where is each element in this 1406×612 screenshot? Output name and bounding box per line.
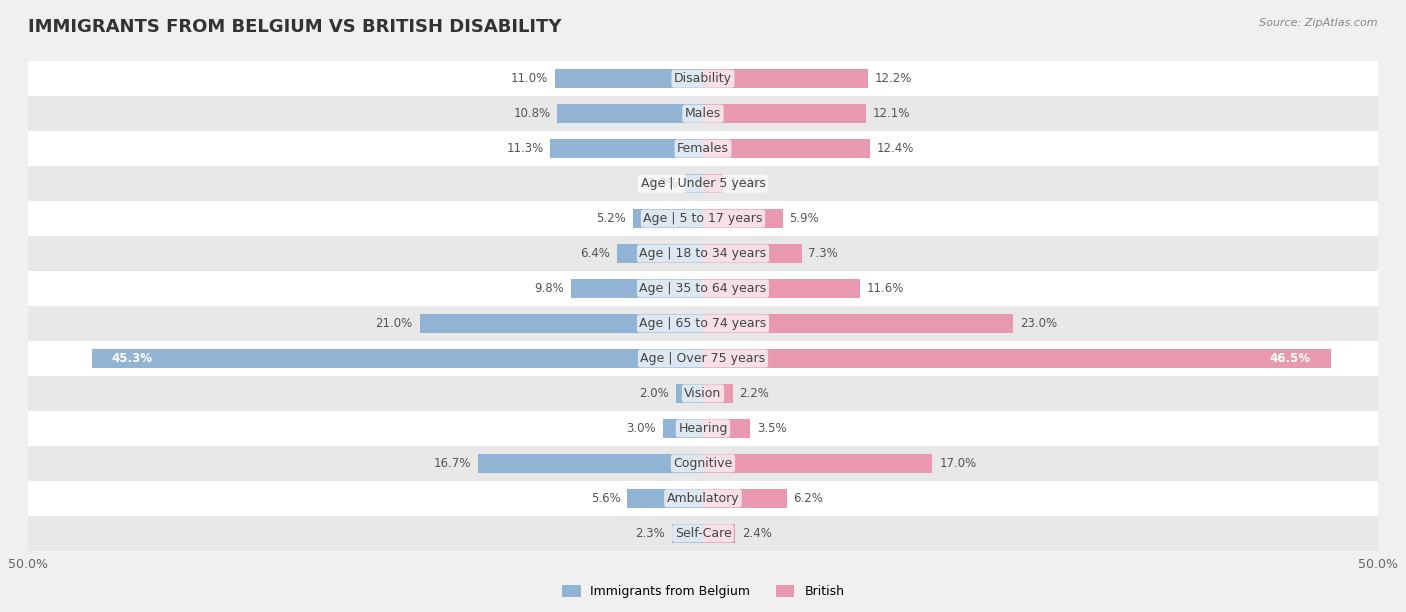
Text: Males: Males: [685, 107, 721, 120]
Text: 45.3%: 45.3%: [112, 352, 153, 365]
Bar: [703, 349, 1330, 368]
Bar: [686, 174, 703, 193]
Text: 2.2%: 2.2%: [740, 387, 769, 400]
Text: 1.5%: 1.5%: [730, 177, 759, 190]
Bar: [703, 104, 866, 123]
Bar: [672, 524, 703, 543]
Bar: [28, 306, 1378, 341]
Bar: [703, 384, 733, 403]
Text: 11.3%: 11.3%: [506, 142, 544, 155]
Bar: [703, 314, 1014, 333]
Bar: [28, 446, 1378, 481]
Text: 3.5%: 3.5%: [756, 422, 786, 435]
Bar: [478, 453, 703, 473]
Text: Self-Care: Self-Care: [675, 527, 731, 540]
Text: 5.6%: 5.6%: [591, 492, 620, 505]
Text: 12.2%: 12.2%: [875, 72, 912, 85]
Bar: [571, 279, 703, 298]
Text: Cognitive: Cognitive: [673, 457, 733, 470]
Bar: [28, 481, 1378, 516]
Bar: [703, 419, 751, 438]
Bar: [91, 349, 703, 368]
Text: 6.4%: 6.4%: [581, 247, 610, 260]
Text: 5.2%: 5.2%: [596, 212, 626, 225]
Bar: [28, 236, 1378, 271]
Text: 2.0%: 2.0%: [640, 387, 669, 400]
Bar: [703, 244, 801, 263]
Bar: [28, 516, 1378, 551]
Bar: [28, 411, 1378, 446]
Text: Ambulatory: Ambulatory: [666, 492, 740, 505]
Text: 7.3%: 7.3%: [808, 247, 838, 260]
Bar: [617, 244, 703, 263]
Bar: [662, 419, 703, 438]
Text: Age | Over 75 years: Age | Over 75 years: [641, 352, 765, 365]
Text: 2.4%: 2.4%: [742, 527, 772, 540]
Text: 12.4%: 12.4%: [877, 142, 914, 155]
Legend: Immigrants from Belgium, British: Immigrants from Belgium, British: [557, 580, 849, 603]
Text: Disability: Disability: [673, 72, 733, 85]
Bar: [28, 201, 1378, 236]
Text: Age | 18 to 34 years: Age | 18 to 34 years: [640, 247, 766, 260]
Text: 6.2%: 6.2%: [793, 492, 824, 505]
Text: 9.8%: 9.8%: [534, 282, 564, 295]
Bar: [703, 174, 723, 193]
Bar: [676, 384, 703, 403]
Text: 12.1%: 12.1%: [873, 107, 911, 120]
Text: 1.3%: 1.3%: [650, 177, 679, 190]
Bar: [28, 61, 1378, 96]
Text: Source: ZipAtlas.com: Source: ZipAtlas.com: [1260, 18, 1378, 28]
Bar: [554, 69, 703, 88]
Text: 46.5%: 46.5%: [1270, 352, 1310, 365]
Bar: [28, 131, 1378, 166]
Bar: [703, 209, 783, 228]
Bar: [28, 271, 1378, 306]
Text: 11.0%: 11.0%: [510, 72, 548, 85]
Bar: [703, 453, 932, 473]
Bar: [28, 166, 1378, 201]
Bar: [703, 524, 735, 543]
Bar: [28, 96, 1378, 131]
Text: Age | 65 to 74 years: Age | 65 to 74 years: [640, 317, 766, 330]
Bar: [551, 139, 703, 159]
Text: Age | 5 to 17 years: Age | 5 to 17 years: [644, 212, 762, 225]
Text: IMMIGRANTS FROM BELGIUM VS BRITISH DISABILITY: IMMIGRANTS FROM BELGIUM VS BRITISH DISAB…: [28, 18, 561, 36]
Text: 17.0%: 17.0%: [939, 457, 976, 470]
Text: 10.8%: 10.8%: [513, 107, 551, 120]
Text: Females: Females: [678, 142, 728, 155]
Text: Vision: Vision: [685, 387, 721, 400]
Text: 2.3%: 2.3%: [636, 527, 665, 540]
Bar: [703, 69, 868, 88]
Text: 21.0%: 21.0%: [375, 317, 413, 330]
Bar: [703, 489, 787, 508]
Bar: [703, 279, 859, 298]
Bar: [557, 104, 703, 123]
Bar: [627, 489, 703, 508]
Text: Age | 35 to 64 years: Age | 35 to 64 years: [640, 282, 766, 295]
Text: Age | Under 5 years: Age | Under 5 years: [641, 177, 765, 190]
Text: 5.9%: 5.9%: [789, 212, 820, 225]
Bar: [28, 341, 1378, 376]
Bar: [419, 314, 703, 333]
Bar: [703, 139, 870, 159]
Text: 3.0%: 3.0%: [626, 422, 655, 435]
Text: 23.0%: 23.0%: [1021, 317, 1057, 330]
Bar: [28, 376, 1378, 411]
Text: 16.7%: 16.7%: [433, 457, 471, 470]
Text: Hearing: Hearing: [678, 422, 728, 435]
Text: 11.6%: 11.6%: [866, 282, 904, 295]
Bar: [633, 209, 703, 228]
